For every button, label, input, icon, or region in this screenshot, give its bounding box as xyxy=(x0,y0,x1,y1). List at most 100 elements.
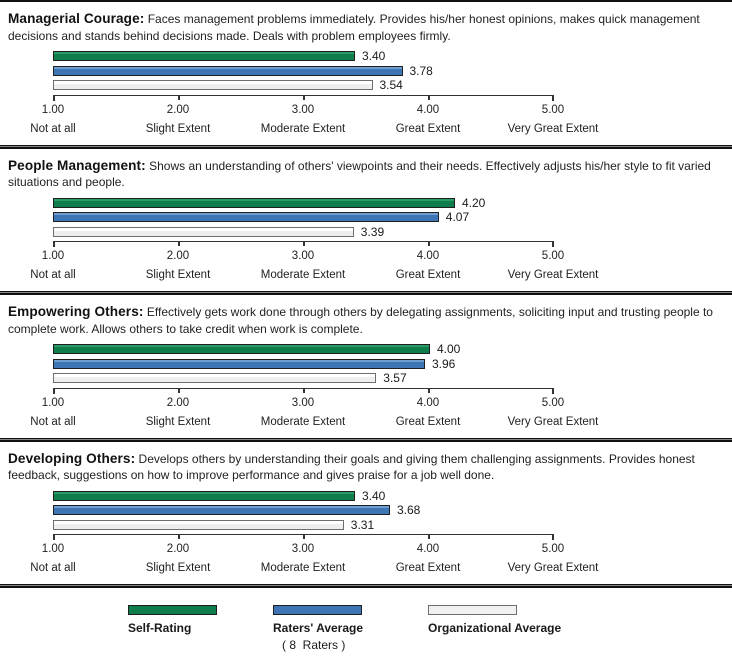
tick-label: 4.00 xyxy=(416,543,440,555)
raters-average-bar xyxy=(53,505,390,515)
extent-label: Very Great Extent xyxy=(507,562,599,574)
title-separator: : xyxy=(138,304,144,319)
section-developing-others: Developing Others: Develops others by un… xyxy=(0,442,732,588)
extent-label: Moderate Extent xyxy=(260,562,346,574)
title-separator: : xyxy=(141,157,146,173)
competency-text: Empowering Others: Effectively gets work… xyxy=(8,304,718,337)
extent-label: Not at all xyxy=(30,562,76,574)
bar-value-label: 4.07 xyxy=(445,210,470,224)
axis-tick-labels: 1.00 2.00 3.00 4.00 5.00 xyxy=(42,103,564,117)
bar-row: 3.40 xyxy=(53,49,713,63)
bar-row: 4.00 xyxy=(53,342,713,356)
bar-row: 4.20 xyxy=(53,195,713,210)
raters-count: ( 8 Raters ) xyxy=(282,638,346,652)
bar-value-label: 4.00 xyxy=(437,342,461,356)
x-axis xyxy=(53,534,554,541)
competency-description: Effectively gets work done through other… xyxy=(8,305,713,336)
bar-value-label: 3.57 xyxy=(383,371,407,385)
tick-label: 5.00 xyxy=(541,103,565,116)
competency-title: Managerial Courage xyxy=(8,11,140,26)
x-axis xyxy=(53,387,554,395)
raters-average-bar xyxy=(53,65,403,76)
axis-tick-labels: 1.00 2.00 3.00 4.00 5.00 xyxy=(42,543,564,556)
top-divider xyxy=(0,0,732,2)
bar-row: 3.40 xyxy=(53,488,713,503)
bar-value-label: 4.20 xyxy=(462,195,486,210)
bar-row: 3.68 xyxy=(53,503,713,517)
tick-label: 3.00 xyxy=(291,250,315,262)
axis-tick-labels: 1.00 2.00 3.00 4.00 5.00 xyxy=(42,250,564,263)
competency-text: Managerial Courage: Faces management pro… xyxy=(8,11,718,44)
self-rating-bar xyxy=(53,197,455,208)
section-divider xyxy=(0,437,732,442)
organizational-average-bar xyxy=(53,519,344,530)
axis-extent-labels: Not at all Slight Extent Moderate Extent… xyxy=(30,269,598,282)
extent-label: Slight Extent xyxy=(145,269,211,281)
bar-row: 3.54 xyxy=(53,78,713,92)
extent-label: Slight Extent xyxy=(145,415,211,428)
tick-label: 2.00 xyxy=(166,250,190,262)
self-rating-swatch xyxy=(128,605,217,615)
organizational-average-bar xyxy=(53,226,354,237)
competency-description: Develops others by understanding their g… xyxy=(8,451,695,483)
competency-title: Developing Others xyxy=(8,450,131,466)
bar-chart: 3.40 3.68 3.31 1.00 2.00 3.00 4.00 5.00 … xyxy=(30,488,713,576)
bar-value-label: 3.31 xyxy=(350,517,375,532)
section-empowering-others: Empowering Others: Effectively gets work… xyxy=(0,295,732,442)
x-axis xyxy=(53,94,554,102)
bar-row: 3.96 xyxy=(53,356,713,371)
bar-value-label: 3.40 xyxy=(362,488,386,503)
legend-item-self-rating: Self-Rating xyxy=(128,605,217,635)
organizational-average-bar xyxy=(53,373,377,383)
tick-label: 2.00 xyxy=(166,396,190,409)
extent-label: Not at all xyxy=(30,269,76,281)
bar-chart: 3.40 3.78 3.54 1.00 2.00 3.00 4.00 5.00 … xyxy=(30,49,713,136)
bar-value-label: 3.96 xyxy=(432,356,456,371)
tick-label: 5.00 xyxy=(541,396,565,409)
extent-label: Moderate Extent xyxy=(260,269,346,281)
tick-label: 1.00 xyxy=(41,396,65,409)
section-people-management: People Management: Shows an understandin… xyxy=(0,149,732,295)
axis-extent-labels: Not at all Slight Extent Moderate Extent… xyxy=(30,415,598,429)
extent-label: Very Great Extent xyxy=(507,269,599,281)
legend-label: Raters' Average xyxy=(273,621,364,635)
extent-label: Very Great Extent xyxy=(507,415,599,428)
bar-chart: 4.20 4.07 3.39 1.00 2.00 3.00 4.00 5.00 … xyxy=(30,195,713,283)
title-separator: : xyxy=(130,450,136,466)
bar-chart: 4.00 3.96 3.57 1.00 2.00 3.00 4.00 5.00 … xyxy=(30,342,713,429)
tick-label: 2.00 xyxy=(166,103,190,116)
competency-text: Developing Others: Develops others by un… xyxy=(8,451,718,484)
competency-description: Shows an understanding of others' viewpo… xyxy=(8,158,711,190)
self-rating-bar xyxy=(53,51,355,61)
bar-value-label: 3.39 xyxy=(360,224,385,239)
axis-tick-labels: 1.00 2.00 3.00 4.00 5.00 xyxy=(42,396,564,410)
extent-label: Moderate Extent xyxy=(260,122,346,135)
tick-label: 4.00 xyxy=(416,103,440,116)
legend-label: Self-Rating xyxy=(128,621,192,635)
extent-label: Great Extent xyxy=(395,562,461,574)
tick-label: 1.00 xyxy=(41,103,65,116)
organizational-average-swatch xyxy=(428,605,517,615)
bar-value-label: 3.54 xyxy=(379,78,403,92)
bar-row: 3.78 xyxy=(53,64,713,78)
bar-value-label: 3.68 xyxy=(397,503,421,517)
extent-label: Slight Extent xyxy=(145,122,211,135)
bar-row: 4.07 xyxy=(53,210,713,224)
self-rating-bar xyxy=(53,344,430,354)
legend-item-raters-average: Raters' Average ( 8 Raters ) xyxy=(273,605,363,652)
section-managerial-courage: Managerial Courage: Faces management pro… xyxy=(0,2,732,149)
tick-label: 3.00 xyxy=(291,396,315,409)
axis-extent-labels: Not at all Slight Extent Moderate Extent… xyxy=(30,562,598,575)
legend: Self-Rating Raters' Average ( 8 Raters )… xyxy=(0,601,732,659)
section-divider xyxy=(0,291,732,295)
raters-average-bar xyxy=(53,358,425,369)
x-axis xyxy=(53,241,554,248)
extent-label: Great Extent xyxy=(395,415,461,428)
competency-description: Faces management problems immediately. P… xyxy=(8,12,700,43)
extent-label: Not at all xyxy=(30,122,76,135)
tick-label: 3.00 xyxy=(291,543,315,555)
extent-label: Not at all xyxy=(30,415,76,428)
bar-row: 3.31 xyxy=(53,517,713,532)
extent-label: Very Great Extent xyxy=(507,122,599,135)
tick-label: 4.00 xyxy=(416,396,440,409)
